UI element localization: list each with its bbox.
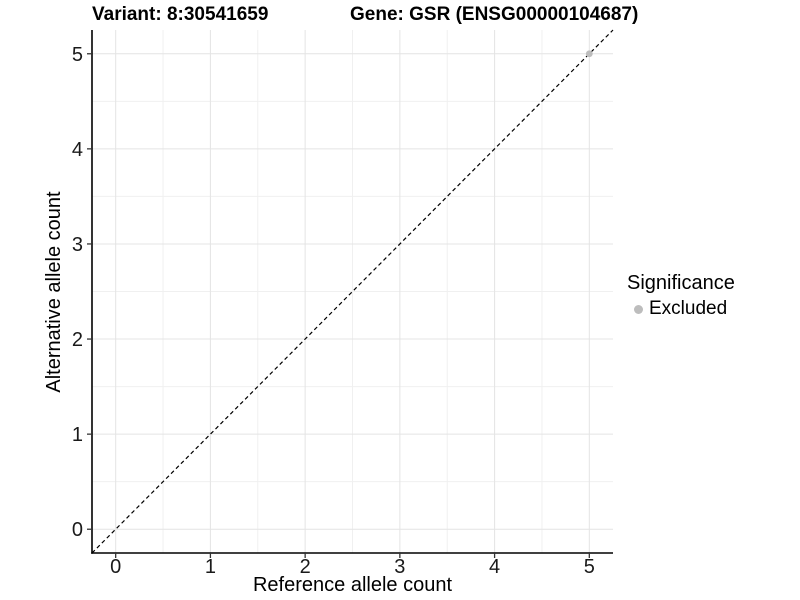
y-axis-title: Alternative allele count (43, 191, 65, 393)
x-tick-label: 1 (205, 556, 216, 578)
legend: Significance Excluded (627, 272, 735, 320)
x-tick-label: 0 (110, 556, 121, 578)
legend-items: Excluded (627, 298, 735, 320)
data-point-excluded (585, 50, 593, 58)
legend-item-excluded: Excluded (627, 298, 735, 320)
y-tick-label: 1 (72, 424, 83, 446)
y-tick-label: 3 (72, 234, 83, 256)
y-tick-label: 4 (72, 139, 83, 161)
x-axis-title: Reference allele count (252, 574, 452, 596)
x-tick-label: 5 (584, 556, 595, 578)
plot-title-gene: Gene: GSR (ENSG00000104687) (350, 4, 639, 25)
legend-title: Significance (627, 272, 735, 294)
x-tick-label: 2 (300, 556, 311, 578)
y-tick-label: 0 (72, 519, 83, 541)
y-tick-label: 2 (72, 329, 83, 351)
x-tick-label: 4 (489, 556, 500, 578)
plot-title-variant: Variant: 8:30541659 (92, 4, 269, 25)
legend-point-icon (634, 304, 643, 314)
y-tick-label: 5 (72, 44, 83, 66)
x-tick-label: 3 (394, 556, 405, 578)
legend-item-label: Excluded (649, 298, 728, 319)
